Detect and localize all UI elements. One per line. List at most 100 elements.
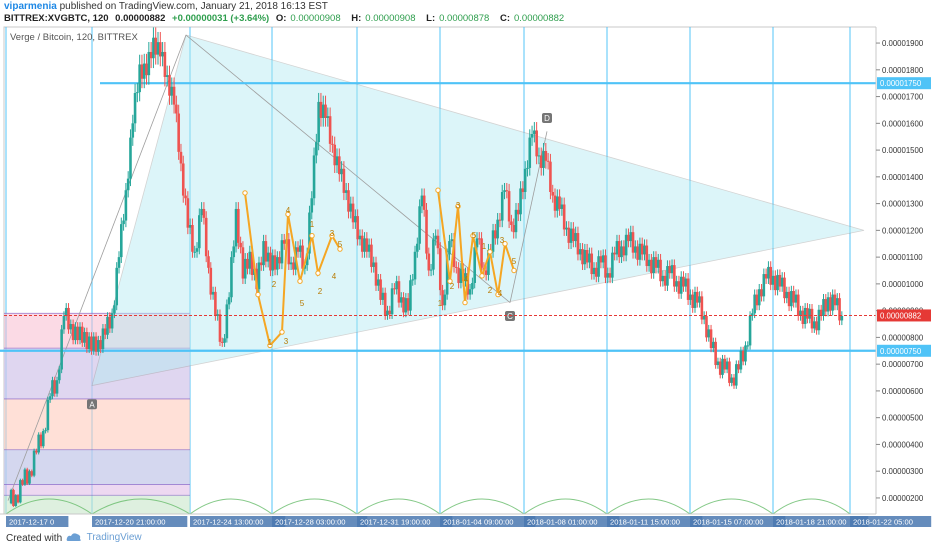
candle-body: [138, 64, 141, 93]
candle-body: [16, 495, 20, 503]
candle-body: [280, 240, 284, 264]
candle-body: [404, 298, 408, 313]
candle-body: [80, 326, 84, 343]
time-label-box: [773, 516, 869, 527]
candle-body: [319, 101, 323, 118]
candle-body: [574, 233, 577, 242]
close-label: C:: [499, 13, 510, 24]
candle-body: [539, 155, 543, 168]
time-label-box: [272, 516, 368, 527]
candle-body: [19, 480, 22, 503]
candle-body: [514, 209, 518, 233]
candle-body: [634, 246, 637, 253]
wave-node: [435, 187, 441, 193]
wave-node: [462, 299, 468, 306]
candle-body: [544, 150, 548, 161]
candle-body: [41, 431, 45, 447]
candle-body: [436, 235, 440, 249]
time-tick-label: 2017-12-20 21:00:00: [95, 518, 166, 527]
candle-body: [521, 188, 525, 193]
candle-body: [257, 262, 261, 290]
candle-body: [347, 190, 350, 212]
candle-body: [546, 160, 550, 162]
candle-body: [55, 380, 59, 394]
candle-body: [119, 224, 123, 258]
candle-body: [220, 341, 224, 343]
candle-body: [175, 104, 178, 114]
price-tick-label: 0.00001700: [882, 93, 924, 102]
candle-body: [748, 315, 752, 346]
candle-body: [434, 235, 437, 240]
candle-body: [817, 309, 821, 331]
candle-body: [301, 245, 304, 269]
candle-body: [542, 150, 545, 168]
time-tick-label: 2018-01-08 01:00:00: [527, 518, 598, 527]
candle-body: [216, 314, 219, 316]
candle-body: [560, 204, 564, 209]
candle-body: [677, 281, 681, 294]
candle-body: [792, 291, 795, 303]
candle-body: [785, 291, 789, 299]
wave-node: [487, 249, 493, 255]
candle-body: [246, 258, 249, 269]
candle-body: [83, 332, 86, 343]
candle-body: [526, 167, 529, 169]
candle-body: [349, 203, 353, 212]
candle-body: [186, 198, 190, 228]
candle-body: [535, 130, 538, 157]
candle-body: [106, 316, 109, 335]
candle-body: [324, 104, 327, 118]
candle-body: [278, 257, 281, 264]
time-tick-label: 2018-01-04 09:00:00: [443, 518, 514, 527]
created-with-label: Created with: [6, 533, 63, 544]
candle-body: [487, 249, 490, 275]
candle-body: [757, 289, 761, 306]
candle-body: [613, 252, 616, 255]
candle-body: [409, 280, 412, 311]
time-label-box: [6, 516, 69, 527]
price-tick-label: 0.00001500: [882, 146, 924, 155]
candle-body: [622, 246, 626, 256]
candle-body: [689, 294, 692, 300]
candle-body: [372, 262, 376, 267]
candle-body: [670, 265, 674, 274]
symmetrical-triangle: [91, 34, 865, 387]
candle-body: [310, 198, 314, 213]
candle-body: [108, 316, 112, 329]
author-link[interactable]: viparmenia: [4, 1, 57, 12]
candle-body: [693, 291, 697, 308]
candle-body: [62, 315, 66, 330]
candle-body: [675, 281, 678, 287]
candle-body: [354, 216, 357, 223]
candle-body: [312, 155, 316, 199]
candle-body: [149, 51, 153, 59]
candle-body: [142, 63, 146, 79]
trend-line: [7, 34, 187, 501]
candle-body: [28, 471, 31, 484]
candle-body: [645, 245, 649, 267]
candle-body: [71, 324, 75, 341]
cycle-arc: [189, 498, 273, 515]
candle-body: [806, 307, 809, 319]
wave-node: [285, 211, 291, 218]
candle-body: [145, 63, 148, 76]
candle-body: [363, 238, 366, 252]
candle-body: [351, 203, 355, 223]
candle-body: [388, 310, 392, 315]
cycle-arc: [606, 498, 691, 515]
candle-body: [342, 168, 346, 193]
candle-body: [126, 178, 130, 191]
candle-body: [833, 294, 837, 306]
tradingview-logo[interactable]: TradingView: [66, 532, 142, 543]
trend-line: [185, 34, 511, 303]
candle-body: [298, 245, 302, 252]
candle-body: [193, 251, 197, 253]
time-label-box: [850, 516, 932, 527]
price-tick-label: 0.00000300: [882, 467, 924, 476]
candle-body: [12, 489, 15, 506]
candle-body: [399, 297, 403, 303]
candle-body: [223, 338, 226, 343]
candle-body: [707, 329, 711, 338]
candle-body: [739, 350, 743, 370]
